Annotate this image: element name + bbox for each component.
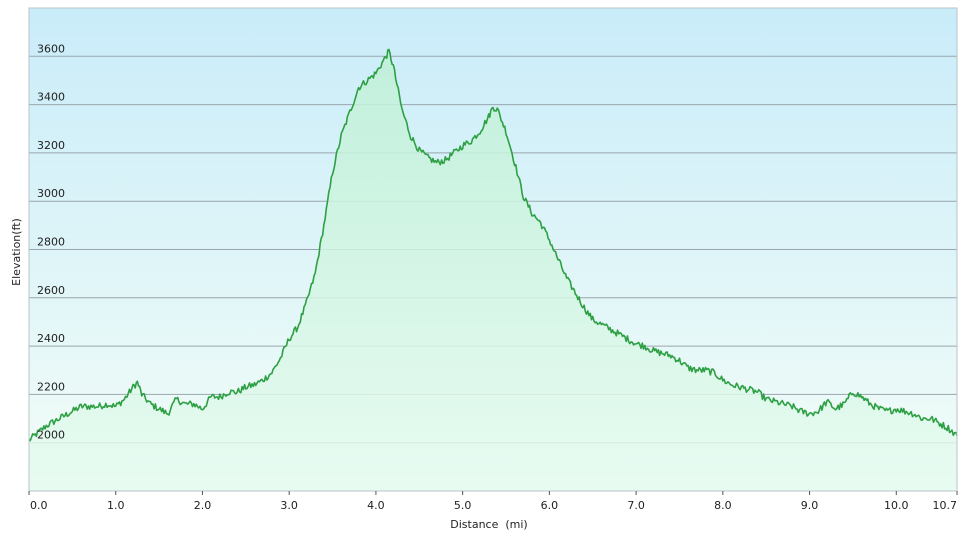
x-tick-label: 2.0 — [194, 499, 212, 512]
y-tick-label: 2800 — [37, 236, 65, 249]
y-tick-label: 3600 — [37, 42, 65, 55]
x-tick-label: 8.0 — [714, 499, 732, 512]
y-tick-label: 3400 — [37, 91, 65, 104]
y-tick-label: 2200 — [37, 380, 65, 393]
x-tick-label: 5.0 — [454, 499, 472, 512]
x-axis-title: Distance (mi) — [450, 518, 527, 531]
x-tick-label: 10.0 — [884, 499, 909, 512]
elevation-series-line — [28, 48, 958, 442]
x-tick-label: 7.0 — [627, 499, 645, 512]
x-tick-label: 3.0 — [280, 499, 298, 512]
x-tick-label: 0.0 — [30, 499, 48, 512]
tick-labels: 2000 2200 2400 2600 2800 3000 3200 3400 3600 0.0 1… — [30, 42, 957, 512]
y-tick-label: 3200 — [37, 139, 65, 152]
x-tick-label: 6.0 — [541, 499, 559, 512]
series-layer — [28, 48, 958, 491]
plot-frame — [28, 7, 958, 492]
x-tick-label: 4.0 — [367, 499, 385, 512]
y-tick-label: 2600 — [37, 284, 65, 297]
axes — [28, 7, 958, 495]
x-tick-label: 9.0 — [801, 499, 819, 512]
y-tick-label: 3000 — [37, 187, 65, 200]
y-axis-title: Elevation(ft) — [10, 218, 23, 286]
y-tick-label: 2000 — [37, 429, 65, 442]
x-tick-label: 1.0 — [107, 499, 125, 512]
y-tick-label: 2400 — [37, 332, 65, 345]
x-tick-label: 10.7 — [933, 499, 958, 512]
